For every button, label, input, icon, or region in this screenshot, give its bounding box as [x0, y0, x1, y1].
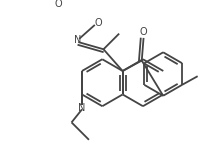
Text: N: N [78, 104, 86, 113]
Text: O: O [95, 18, 102, 28]
Text: O: O [140, 27, 147, 37]
Text: N: N [74, 35, 81, 45]
Text: O: O [54, 0, 62, 9]
